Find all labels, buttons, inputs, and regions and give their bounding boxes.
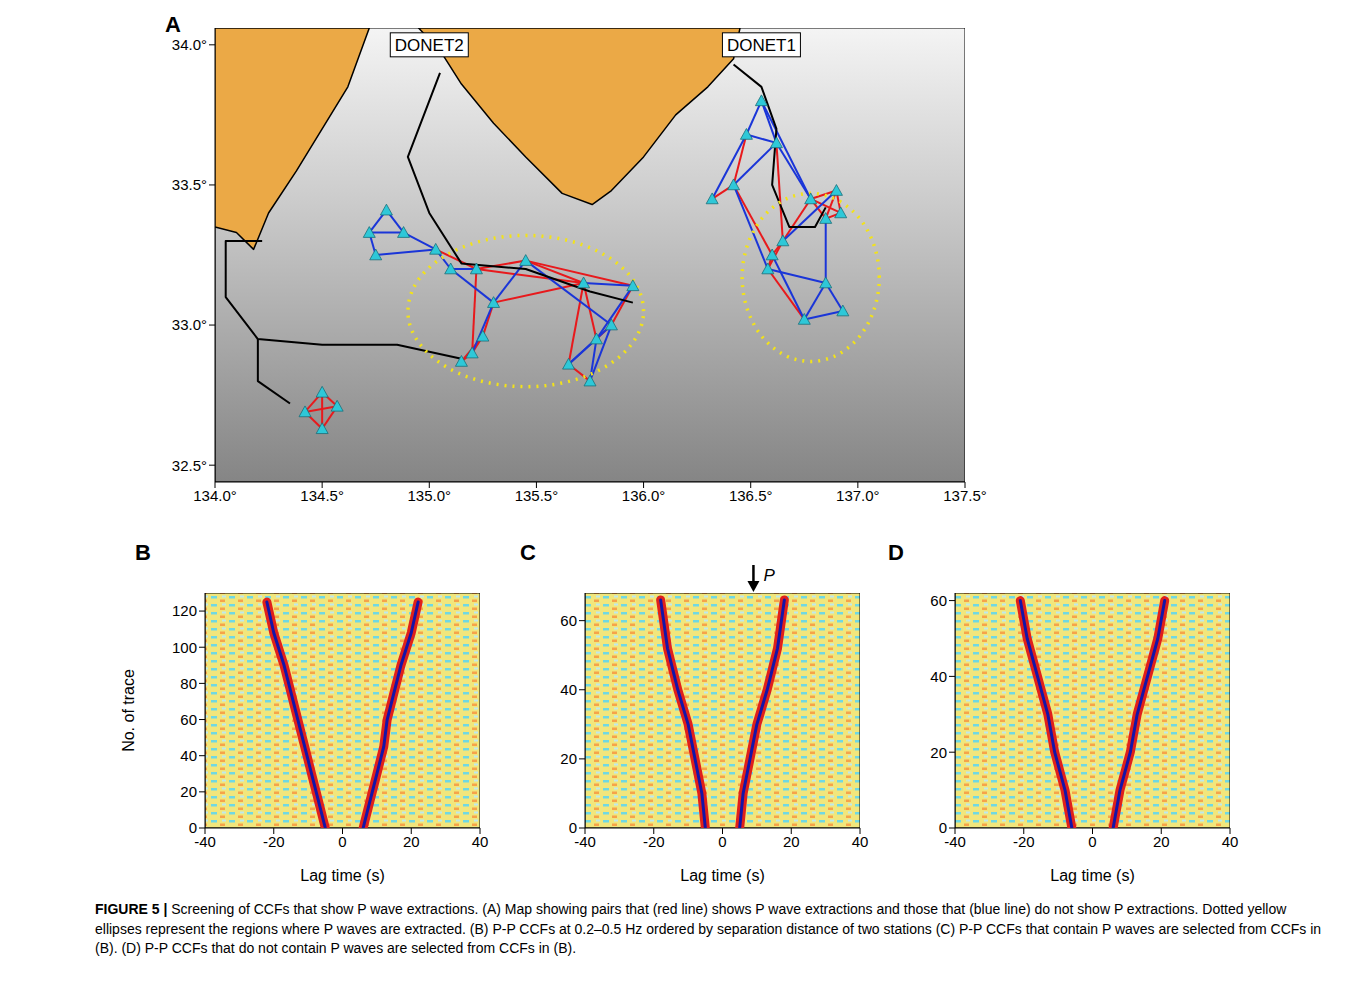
svg-text:Lag time (s): Lag time (s) [680, 867, 764, 884]
svg-text:40: 40 [180, 747, 197, 764]
svg-text:DONET2: DONET2 [395, 36, 464, 55]
svg-text:137.5°: 137.5° [943, 487, 987, 504]
svg-text:40: 40 [930, 668, 947, 685]
svg-text:134.5°: 134.5° [300, 487, 344, 504]
svg-text:137.0°: 137.0° [836, 487, 880, 504]
svg-text:100: 100 [172, 639, 197, 656]
svg-text:-20: -20 [263, 833, 285, 850]
html-text:FIGURE 5 | Screening of CCFs t: FIGURE 5 | Screening of CCFs that show P… [95, 901, 1322, 957]
svg-text:20: 20 [930, 744, 947, 761]
svg-text:No. of trace: No. of trace [120, 669, 137, 752]
svg-text:40: 40 [1222, 833, 1239, 850]
svg-text:-40: -40 [574, 833, 596, 850]
svg-text:80: 80 [180, 675, 197, 692]
svg-text:40: 40 [560, 681, 577, 698]
svg-text:120: 120 [172, 602, 197, 619]
svg-text:DONET1: DONET1 [727, 36, 796, 55]
svg-text:20: 20 [783, 833, 800, 850]
svg-text:Lag time (s): Lag time (s) [1050, 867, 1134, 884]
svg-text:135.5°: 135.5° [515, 487, 559, 504]
svg-text:20: 20 [180, 783, 197, 800]
svg-text:136.5°: 136.5° [729, 487, 773, 504]
svg-text:60: 60 [560, 612, 577, 629]
svg-text:20: 20 [560, 750, 577, 767]
html-text:B: B [135, 540, 151, 565]
svg-text:134.0°: 134.0° [193, 487, 237, 504]
html-text:A: A [165, 12, 181, 37]
svg-text:60: 60 [180, 711, 197, 728]
svg-text:-20: -20 [1013, 833, 1035, 850]
svg-text:0: 0 [939, 819, 947, 836]
svg-text:-40: -40 [194, 833, 216, 850]
svg-text:-20: -20 [643, 833, 665, 850]
html-text:D: D [888, 540, 904, 565]
svg-text:135.0°: 135.0° [408, 487, 452, 504]
svg-text:33.5°: 33.5° [172, 176, 207, 193]
svg-text:-40: -40 [944, 833, 966, 850]
svg-text:20: 20 [1153, 833, 1170, 850]
svg-text:0: 0 [569, 819, 577, 836]
svg-text:0: 0 [718, 833, 726, 850]
svg-text:34.0°: 34.0° [172, 36, 207, 53]
svg-text:0: 0 [189, 819, 197, 836]
svg-text:40: 40 [472, 833, 489, 850]
svg-text:P: P [763, 566, 775, 585]
svg-text:0: 0 [1088, 833, 1096, 850]
svg-text:20: 20 [403, 833, 420, 850]
svg-text:32.5°: 32.5° [172, 457, 207, 474]
svg-text:136.0°: 136.0° [622, 487, 666, 504]
svg-text:Lag time (s): Lag time (s) [300, 867, 384, 884]
html-text:C: C [520, 540, 536, 565]
svg-text:60: 60 [930, 592, 947, 609]
svg-text:33.0°: 33.0° [172, 316, 207, 333]
svg-text:40: 40 [852, 833, 869, 850]
svg-text:0: 0 [338, 833, 346, 850]
